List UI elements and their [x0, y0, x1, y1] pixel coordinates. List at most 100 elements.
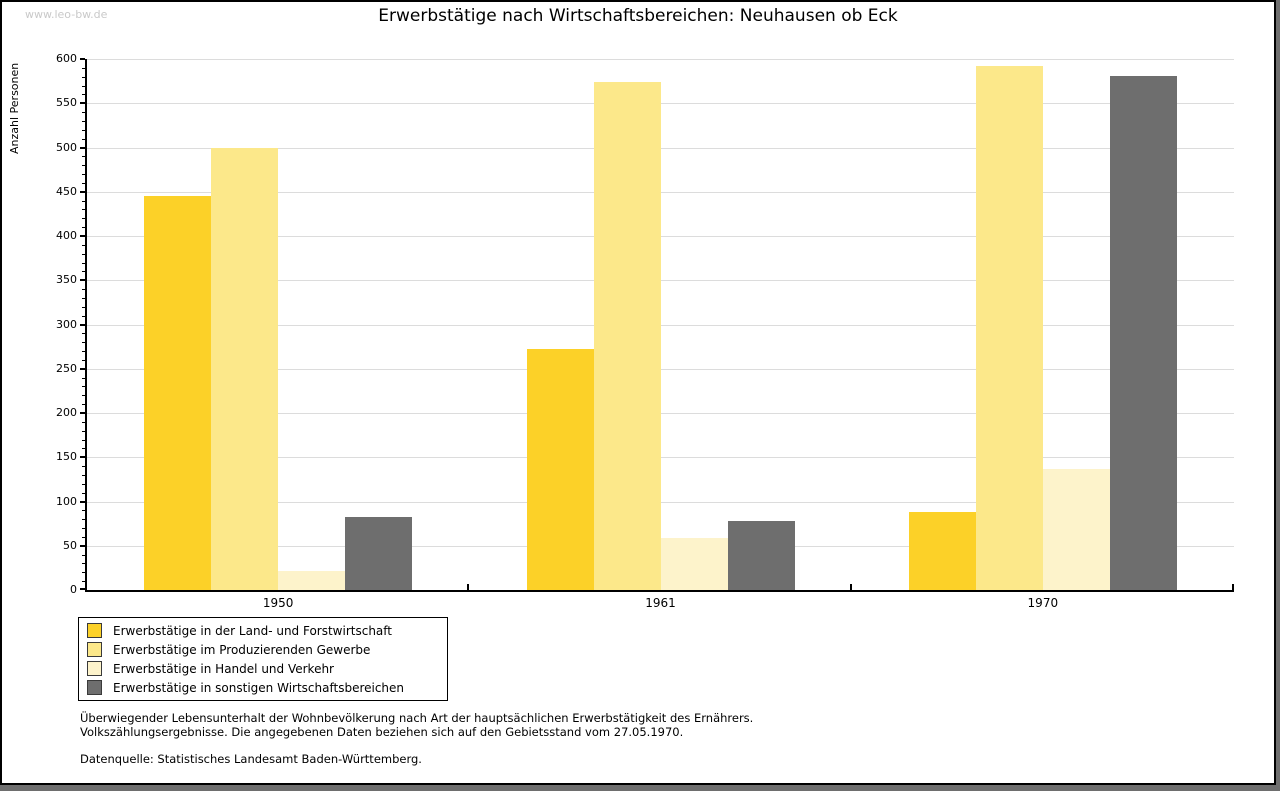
y-minor-tick: [82, 510, 85, 512]
bar-1970-series-3: [1042, 468, 1110, 590]
y-tick-50: [80, 544, 85, 547]
footnote-line-2: Volkszählungsergebnisse. Die angegebenen…: [80, 725, 684, 739]
gridline-300: [87, 324, 1234, 326]
gridline-200: [87, 413, 1234, 414]
y-tick-label-250: 250: [56, 361, 77, 375]
bar-1950-series-2: [211, 147, 279, 590]
y-tick-500: [80, 146, 85, 149]
y-minor-tick: [82, 94, 85, 96]
y-minor-tick: [82, 182, 85, 184]
y-minor-tick: [82, 138, 85, 140]
y-tick-100: [80, 500, 85, 503]
legend-swatch-2: [87, 642, 102, 657]
y-minor-tick: [82, 466, 85, 468]
y-minor-tick: [82, 129, 85, 131]
y-tick-550: [80, 102, 85, 105]
gridline-100: [87, 501, 1234, 503]
gridline-350: [87, 280, 1234, 282]
gridline-450: [87, 191, 1234, 193]
y-minor-tick: [82, 528, 85, 530]
y-tick-label-200: 200: [56, 406, 77, 419]
x-category-label-1970: 1970: [1027, 596, 1059, 610]
bar-1950-series-3: [278, 570, 346, 590]
y-minor-tick: [82, 563, 85, 565]
legend-swatch-1: [87, 623, 102, 638]
y-tick-label-300: 300: [56, 317, 77, 331]
gridline-550: [87, 103, 1234, 105]
legend-label-3: Erwerbstätige in Handel und Verkehr: [113, 661, 334, 676]
bar-1961-series-4: [727, 520, 795, 590]
y-minor-tick: [82, 386, 85, 388]
y-minor-tick: [82, 377, 85, 379]
chart-title: Erwerbstätige nach Wirtschaftsbereichen:…: [378, 6, 898, 26]
y-minor-tick: [82, 297, 85, 299]
y-tick-0: [80, 588, 85, 590]
x-boundary-tick: [467, 584, 470, 590]
y-tick-label-100: 100: [56, 494, 77, 508]
y-minor-tick: [82, 156, 85, 158]
watermark: www.leo-bw.de: [25, 8, 108, 21]
bar-1970-series-4: [1109, 75, 1177, 590]
y-minor-tick: [82, 271, 85, 273]
y-minor-tick: [82, 421, 85, 423]
y-minor-tick: [82, 359, 85, 361]
legend-swatch-3: [87, 661, 102, 676]
y-minor-tick: [82, 85, 85, 87]
footnote-line-1: Überwiegender Lebensunterhalt der Wohnbe…: [80, 711, 754, 725]
gridline-400: [87, 236, 1234, 237]
y-minor-tick: [82, 519, 85, 521]
bar-1950-series-1: [144, 196, 212, 590]
bar-1970-series-2: [975, 66, 1043, 590]
y-minor-tick: [82, 483, 85, 485]
y-tick-label-0: 0: [70, 583, 77, 596]
y-tick-label-600: 600: [56, 52, 77, 65]
y-minor-tick: [82, 200, 85, 202]
y-minor-tick: [82, 174, 85, 176]
legend-label-1: Erwerbstätige in der Land- und Forstwirt…: [113, 623, 392, 638]
legend-item-1: Erwerbstätige in der Land- und Forstwirt…: [79, 621, 447, 640]
legend-box: Erwerbstätige in der Land- und Forstwirt…: [78, 617, 448, 701]
y-tick-400: [80, 235, 85, 237]
y-tick-label-400: 400: [56, 229, 77, 242]
y-tick-label-550: 550: [56, 96, 77, 110]
legend-swatch-4: [87, 680, 102, 695]
bar-1961-series-3: [660, 537, 728, 590]
data-source-line: Datenquelle: Statistisches Landesamt Bad…: [80, 752, 422, 766]
y-minor-tick: [82, 209, 85, 211]
y-tick-label-50: 50: [63, 538, 77, 552]
y-minor-tick: [82, 333, 85, 335]
y-minor-tick: [82, 165, 85, 167]
x-boundary-tick: [849, 584, 852, 590]
bar-1961-series-2: [593, 82, 661, 590]
y-minor-tick: [82, 262, 85, 264]
y-minor-tick: [82, 404, 85, 406]
x-category-label-1961: 1961: [645, 596, 676, 610]
y-minor-tick: [82, 227, 85, 229]
gridline-600: [87, 59, 1234, 60]
y-minor-tick: [82, 218, 85, 220]
y-minor-tick: [82, 572, 85, 574]
bar-1950-series-4: [345, 516, 413, 590]
y-minor-tick: [82, 67, 85, 69]
y-tick-200: [80, 412, 85, 414]
y-minor-tick: [82, 315, 85, 317]
y-tick-label-150: 150: [56, 450, 77, 464]
y-minor-tick: [82, 253, 85, 255]
legend-label-4: Erwerbstätige in sonstigen Wirtschaftsbe…: [113, 680, 405, 695]
y-minor-tick: [82, 120, 85, 122]
legend-label-2: Erwerbstätige im Produzierenden Gewerbe: [113, 642, 371, 657]
y-tick-label-350: 350: [56, 273, 77, 287]
y-minor-tick: [82, 289, 85, 291]
gridline-250: [87, 368, 1234, 370]
y-tick-150: [80, 456, 85, 459]
legend-item-2: Erwerbstätige im Produzierenden Gewerbe: [79, 640, 447, 659]
gridline-500: [87, 147, 1234, 149]
legend-item-4: Erwerbstätige in sonstigen Wirtschaftsbe…: [79, 678, 447, 697]
bar-1970-series-1: [908, 512, 976, 590]
plot-area: 0 50 100 150 200 250 300 350 400 450 500 550 600 1950…: [56, 52, 1234, 610]
y-minor-tick: [82, 492, 85, 494]
y-minor-tick: [82, 112, 85, 114]
y-minor-tick: [82, 430, 85, 432]
y-tick-450: [80, 190, 85, 193]
